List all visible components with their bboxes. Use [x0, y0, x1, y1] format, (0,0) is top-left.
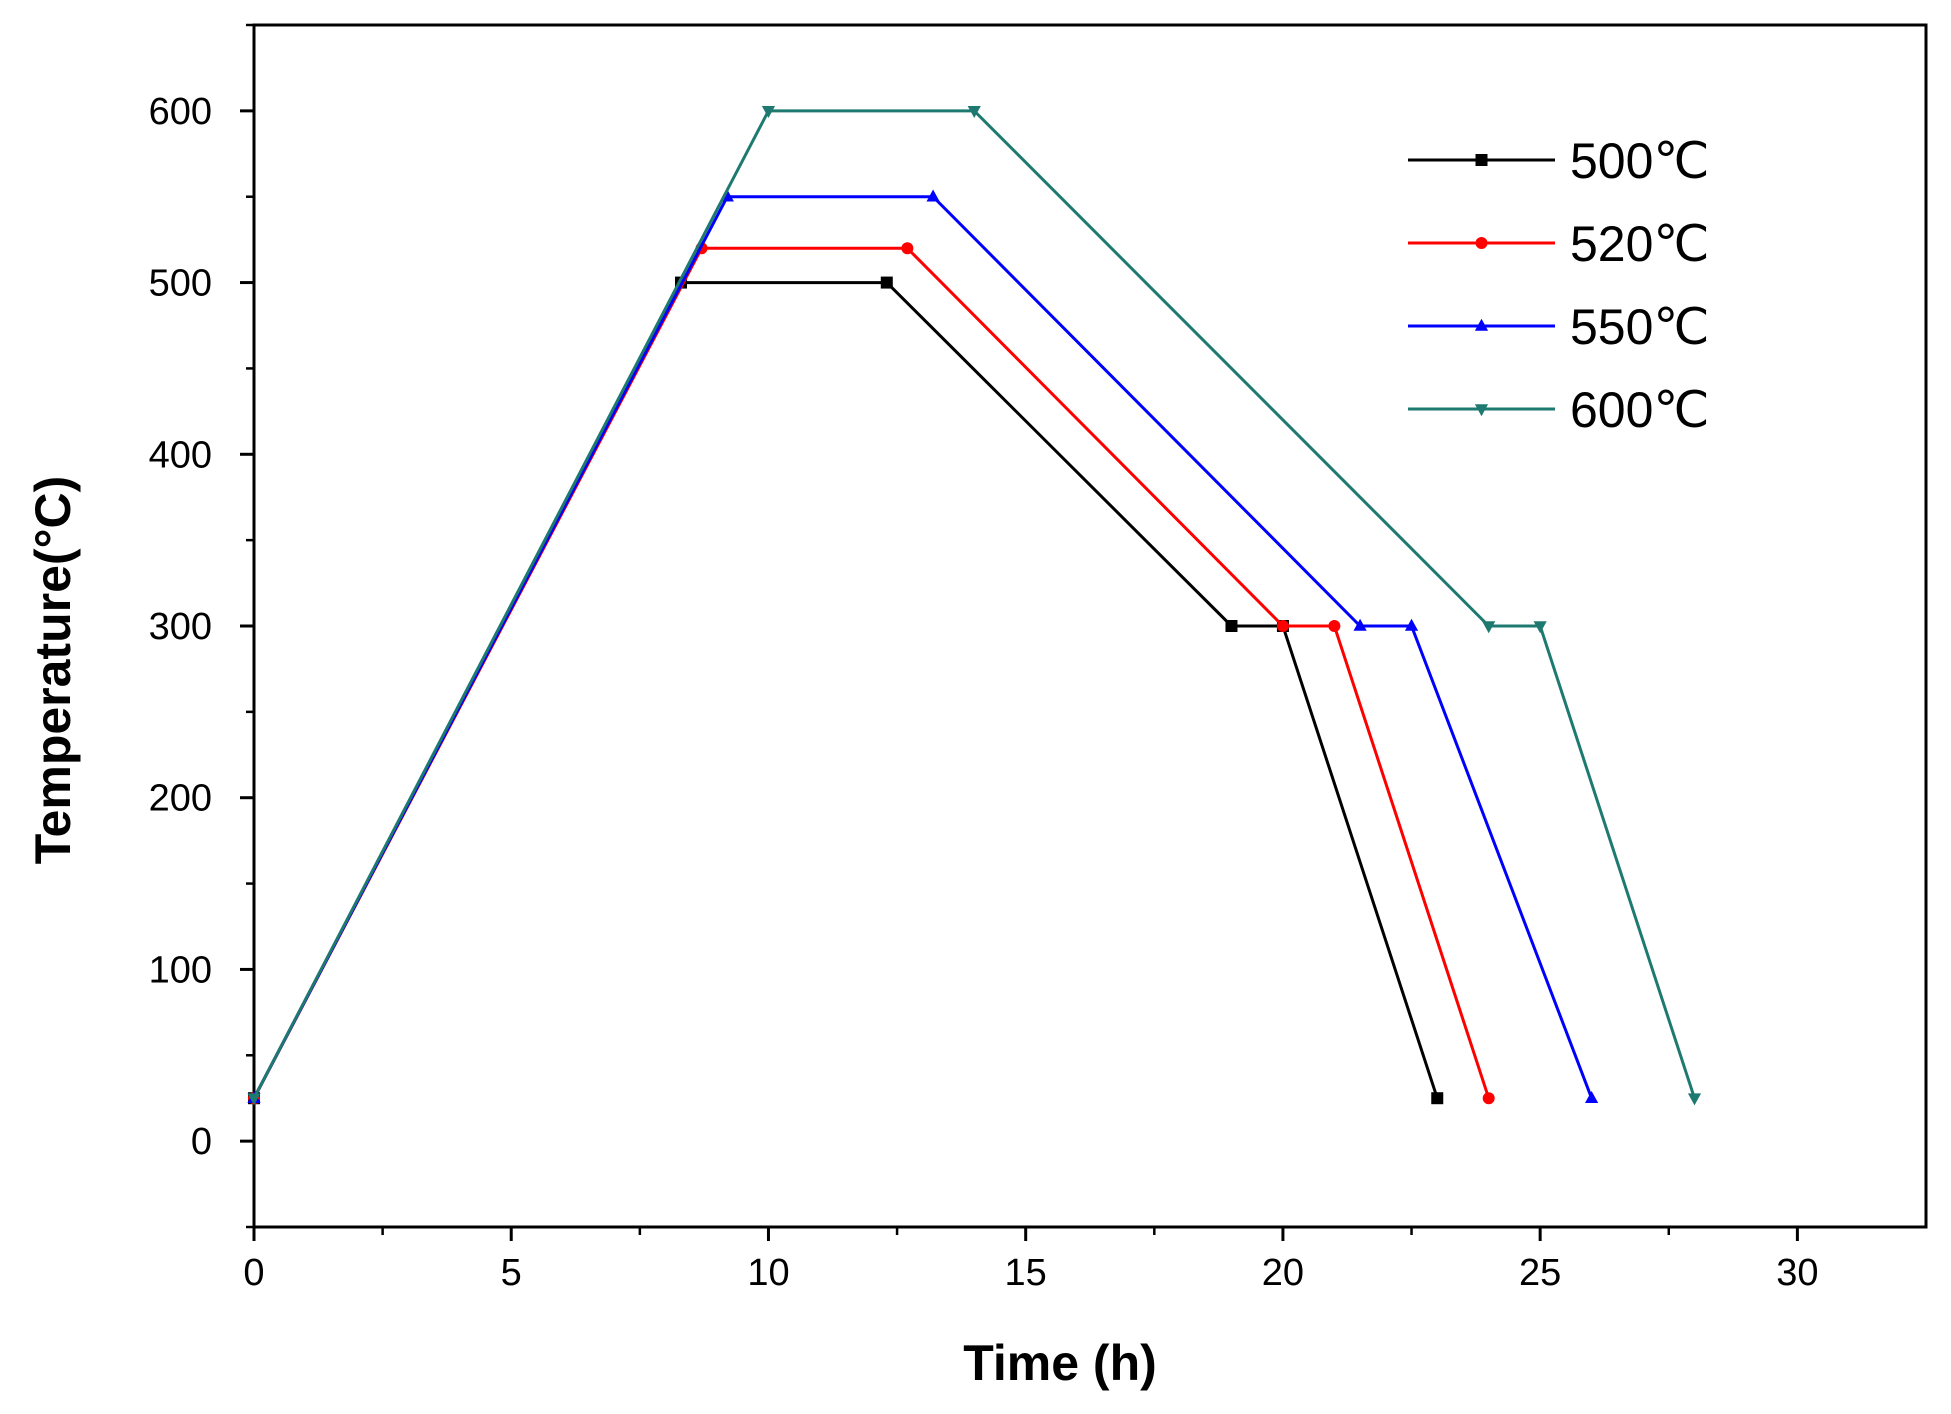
x-tick-label: 5	[501, 1252, 522, 1294]
x-tick-label: 20	[1262, 1252, 1304, 1294]
legend-marker-0	[1475, 154, 1488, 166]
data-point-3	[1482, 621, 1496, 634]
x-axis-ticks: 0 5 10 15 20 25 30	[243, 1227, 1819, 1294]
data-point-2	[926, 189, 940, 202]
data-point-2	[1404, 618, 1419, 631]
x-tick-label: 30	[1776, 1252, 1818, 1294]
legend-marker-3	[1474, 404, 1489, 417]
legend-label-1: 520℃	[1570, 216, 1710, 272]
data-point-0	[1431, 1092, 1444, 1105]
data-point-3	[247, 1093, 261, 1106]
data-point-1	[1482, 1092, 1495, 1105]
x-tick-label: 15	[1005, 1252, 1047, 1294]
legend-label-3: 600℃	[1570, 382, 1710, 438]
plot-frame	[252, 23, 1928, 1229]
y-axis-ticks: 0 100 200 300 400 500 600	[149, 23, 254, 1229]
data-point-0	[880, 276, 893, 289]
y-tick-label: 0	[191, 1121, 212, 1163]
y-tick-label: 200	[149, 778, 212, 820]
x-axis-title: Time (h)	[963, 1335, 1157, 1391]
series-line-0	[252, 281, 1439, 1099]
y-tick-label: 400	[149, 434, 212, 476]
x-tick-label: 10	[747, 1252, 789, 1294]
data-point-1	[1328, 620, 1341, 632]
y-axis-title: Temperature(°C)	[25, 476, 81, 865]
series-line-1	[252, 246, 1491, 1099]
data-point-2	[1585, 1091, 1599, 1104]
legend: 500℃ 520℃ 550℃ 600℃	[1408, 133, 1710, 438]
legend-label-0: 500℃	[1570, 133, 1710, 189]
data-point-2	[1353, 618, 1367, 631]
y-tick-label: 300	[149, 606, 212, 648]
x-tick-label: 0	[243, 1252, 264, 1294]
data-point-1	[1276, 620, 1289, 632]
x-tick-label: 25	[1519, 1252, 1561, 1294]
legend-marker-2	[1474, 318, 1489, 331]
y-tick-label: 100	[149, 949, 212, 991]
series-layer	[247, 106, 1702, 1106]
y-tick-label: 500	[149, 263, 212, 305]
data-point-3	[1687, 1093, 1702, 1106]
data-point-3	[761, 106, 776, 119]
series-line-3	[252, 109, 1696, 1099]
legend-label-2: 550℃	[1570, 299, 1710, 355]
y-tick-label: 600	[149, 91, 212, 133]
data-point-3	[967, 106, 981, 119]
series-line-2	[252, 195, 1594, 1099]
legend-marker-1	[1475, 237, 1488, 249]
data-point-0	[1225, 620, 1238, 632]
data-point-1	[901, 242, 914, 255]
data-point-3	[1533, 621, 1547, 634]
